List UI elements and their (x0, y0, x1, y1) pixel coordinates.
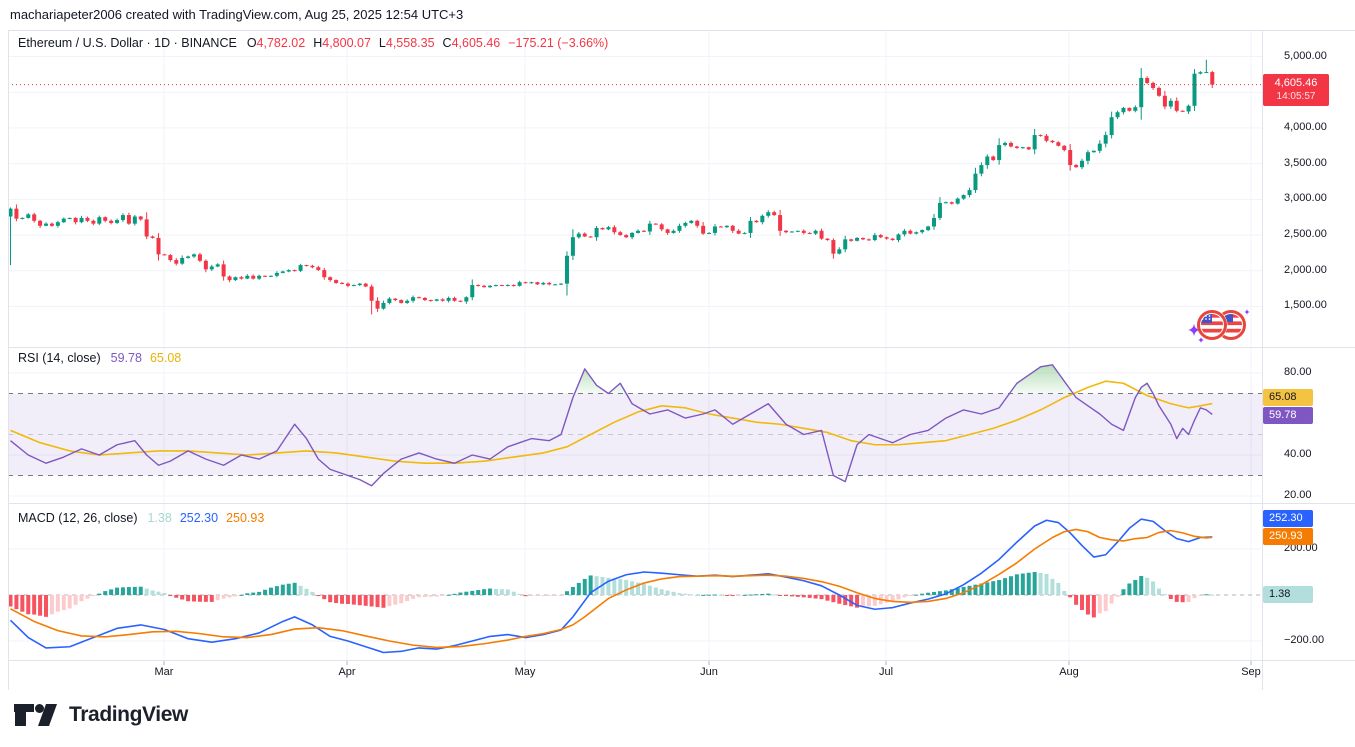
time-axis-label: Apr (338, 666, 356, 678)
time-axis-label: May (514, 666, 536, 678)
rsi-ma-line (10, 380, 1213, 464)
gridlines (8, 30, 1262, 665)
rsi-panel (8, 364, 1262, 487)
rsi-ma-value: 65.08 (149, 351, 182, 365)
macd-badge: 252.30 (1263, 510, 1313, 527)
rsi-axis-label: 80.00 (1284, 366, 1312, 378)
histogram-badge: 1.38 (1263, 586, 1313, 603)
rsi-value: 59.78 (110, 351, 142, 365)
macd-axis-label: 200.00 (1284, 542, 1318, 554)
rsi-legend-title[interactable]: RSI (14, close) (18, 351, 101, 365)
macd-hist-value: 1.38 (147, 511, 172, 525)
ohlc-values: O4,782.02 H4,800.07 L4,558.35 C4,605.46 (247, 36, 508, 50)
rsi-axis-label: 40.00 (1284, 448, 1312, 460)
time-axis-divider (8, 660, 1355, 661)
rsi-panel-divider[interactable] (8, 347, 1355, 348)
price-axis-label: 5,000.00 (1284, 50, 1327, 62)
macd-legend-title[interactable]: MACD (12, 26, close) (18, 511, 138, 525)
signal-badge: 250.93 (1263, 528, 1313, 545)
rsi-badge: 59.78 (1263, 407, 1313, 424)
attribution-text: machariapeter2006 created with TradingVi… (10, 7, 464, 22)
symbol-legend[interactable]: Ethereum / U.S. Dollar · 1D · BINANCE O4,… (18, 36, 608, 50)
rsi-line (10, 364, 1213, 487)
price-axis-border (1262, 30, 1263, 690)
current-price-badge: 4,605.46 14:05:57 (1263, 74, 1329, 106)
price-axis-label: 1,500.00 (1284, 299, 1327, 311)
time-axis-label: Jul (878, 666, 894, 678)
tradingview-logo-text: TradingView (69, 703, 188, 726)
time-axis-label: Mar (154, 666, 174, 678)
macd-histogram (8, 572, 1215, 618)
tradingview-logo[interactable]: TradingView (14, 700, 188, 730)
macd-panel (8, 518, 1262, 654)
rsi-overbought-fill (574, 364, 1154, 394)
header-divider (8, 30, 1355, 31)
flag-sticker[interactable] (1188, 306, 1254, 348)
macd-line-value: 252.30 (179, 511, 219, 525)
us-flag-circle-icon (1196, 309, 1228, 341)
macd-axis-label: −200.00 (1284, 634, 1325, 646)
symbol-title[interactable]: Ethereum / U.S. Dollar · 1D · BINANCE (18, 36, 237, 50)
time-axis-label: Sep (1241, 666, 1261, 678)
time-axis-label: Jun (700, 666, 718, 678)
ohlc-h: H4,800.07 (313, 36, 371, 50)
ohlc-o: O4,782.02 (246, 36, 306, 50)
macd-line (9, 518, 1213, 654)
macd-signal-line (10, 528, 1213, 649)
bar-countdown: 14:05:57 (1276, 91, 1316, 102)
sparkle-icon (1188, 309, 1250, 343)
time-axis-label: Aug (1059, 666, 1079, 678)
price-axis-label: 2,000.00 (1284, 264, 1327, 276)
macd-signal-value: 250.93 (226, 511, 265, 525)
ohlc-l: L4,558.35 (378, 36, 435, 50)
chart-left-border (8, 30, 9, 690)
price-axis-label: 3,500.00 (1284, 157, 1327, 169)
ohlc-c: C4,605.46 (442, 36, 501, 50)
rsi-axis-label: 20.00 (1284, 489, 1312, 501)
price-axis-label: 3,000.00 (1284, 192, 1327, 204)
macd-panel-divider[interactable] (8, 503, 1355, 504)
tradingview-logo-icon (14, 704, 57, 726)
rsi-ma-badge: 65.08 (1263, 389, 1313, 406)
current-price-value: 4,605.46 (1274, 77, 1318, 89)
candlestick-series[interactable] (8, 59, 1215, 315)
price-axis-label: 4,000.00 (1284, 121, 1327, 133)
price-change: −175.21 (−3.66%) (508, 36, 609, 50)
rsi-legend[interactable]: RSI (14, close) 59.78 65.08 (18, 351, 181, 365)
macd-legend[interactable]: MACD (12, 26, close) 1.38 252.30 250.93 (18, 511, 264, 525)
price-axis-label: 2,500.00 (1284, 228, 1327, 240)
